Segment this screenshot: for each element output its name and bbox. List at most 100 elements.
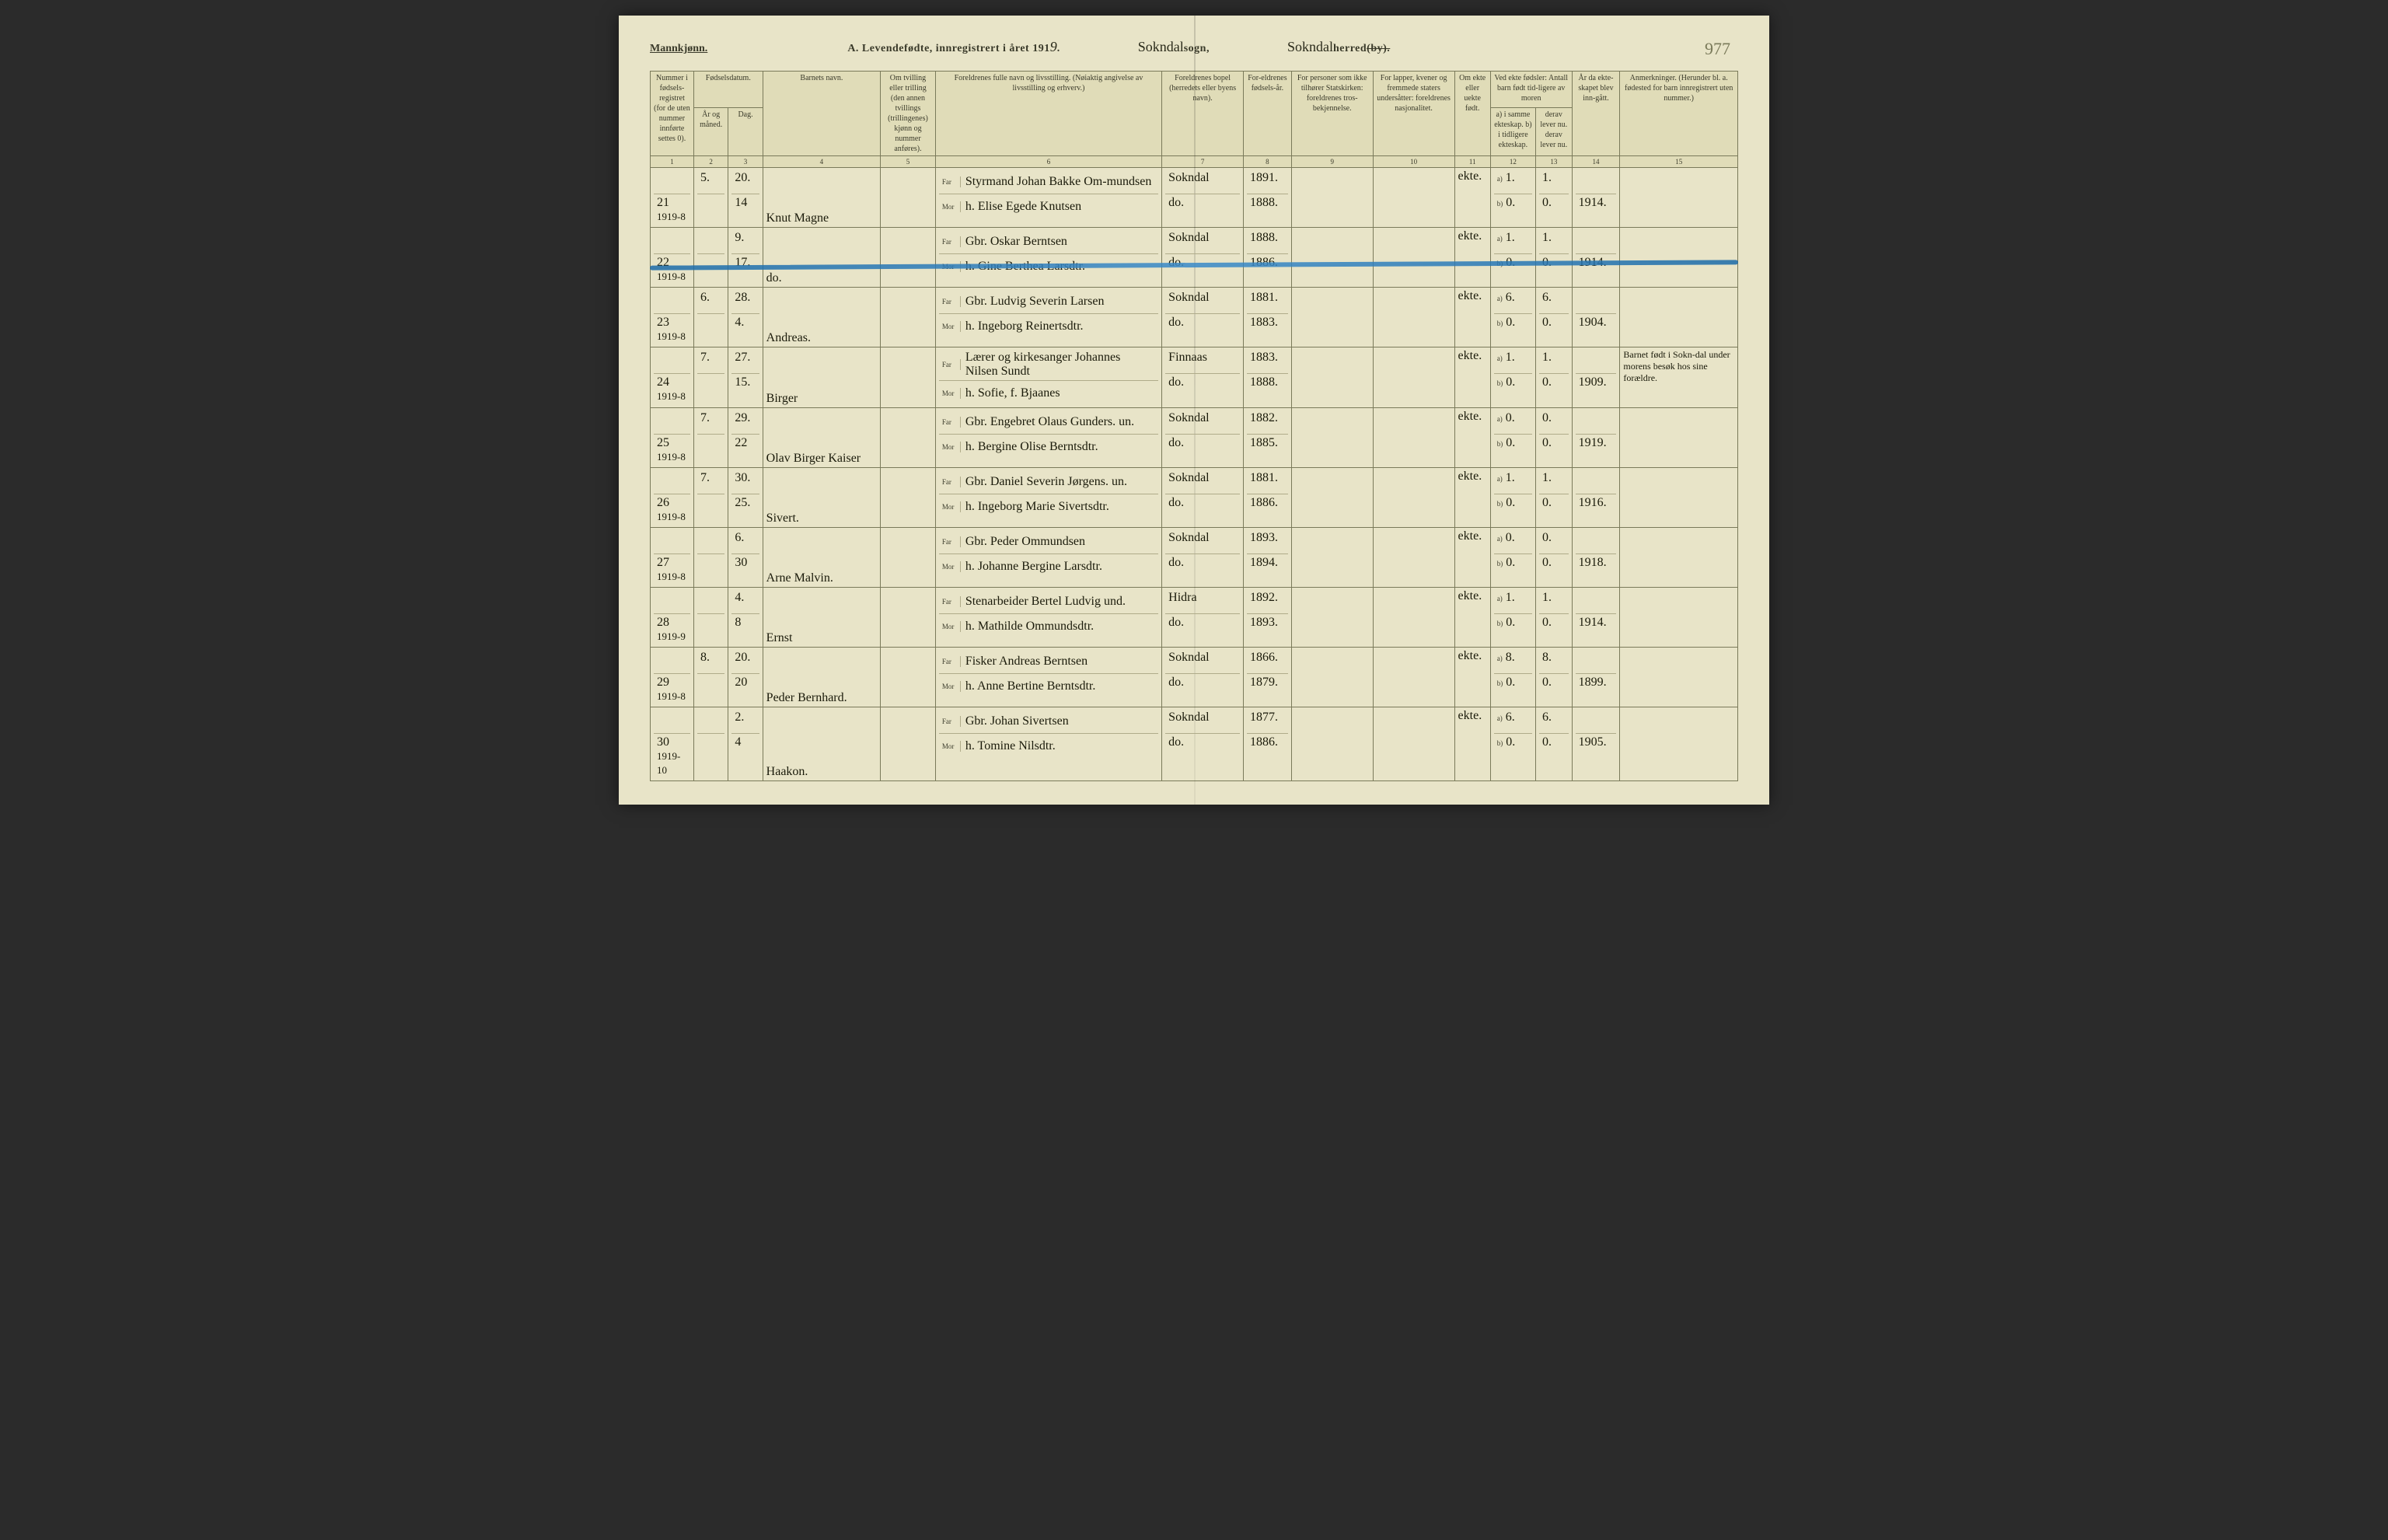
cell-bopel: Sokndal do. bbox=[1162, 528, 1244, 588]
cell-bopel: Sokndal do. bbox=[1162, 648, 1244, 707]
bopel-father: Sokndal bbox=[1165, 649, 1240, 674]
cell-child-name: Haakon. bbox=[763, 707, 880, 781]
cell-marriage-year: 1918. bbox=[1572, 528, 1620, 588]
cell-12: a)6. b)0. bbox=[1490, 288, 1535, 347]
cell-day: 9. 17. bbox=[728, 228, 763, 288]
mother-year: 1885. bbox=[1247, 435, 1288, 459]
herred-strike: (by). bbox=[1367, 43, 1390, 55]
cell-12: a)1. b)0. bbox=[1490, 588, 1535, 648]
row-reg: 1919-8 bbox=[657, 690, 686, 702]
herred-handwritten: Sokndal bbox=[1287, 39, 1333, 55]
cell-day: 20. 20 bbox=[728, 648, 763, 707]
marriage-year: 1914. bbox=[1576, 194, 1617, 219]
cell-ekte: ekte. bbox=[1454, 707, 1490, 781]
cell-day: 27. 15. bbox=[728, 347, 763, 408]
col-12a-header: Ved ekte fødsler: Antall barn født tid-l… bbox=[1490, 72, 1572, 108]
col-10-header: For lapper, kvener og fremmede staters u… bbox=[1373, 72, 1454, 156]
val-12b: 0. bbox=[1506, 436, 1515, 449]
col-14-header: År da ekte-skapet blev inn-gått. bbox=[1572, 72, 1620, 156]
cell-nationality bbox=[1373, 408, 1454, 468]
day-bot: 14 bbox=[731, 194, 759, 219]
father-year: 1866. bbox=[1247, 649, 1288, 674]
col-11-header: Om ekte eller uekte født. bbox=[1454, 72, 1490, 156]
year-mo: 5. bbox=[697, 169, 724, 194]
colnum: 6 bbox=[935, 156, 1161, 168]
far-label: Far bbox=[939, 536, 961, 547]
far-label: Far bbox=[939, 236, 961, 247]
cell-12: a)8. b)0. bbox=[1490, 648, 1535, 707]
bopel-mother: do. bbox=[1165, 614, 1240, 639]
father-year: 1881. bbox=[1247, 470, 1288, 494]
cell-parents: FarFisker Andreas Berntsen Morh. Anne Be… bbox=[935, 648, 1161, 707]
col-15-header: Anmerkninger. (Herunder bl. a. fødested … bbox=[1620, 72, 1738, 156]
mor-label: Mor bbox=[939, 561, 961, 572]
day-top: 30. bbox=[731, 470, 759, 494]
col-4-header: Barnets navn. bbox=[763, 72, 880, 156]
cell-parents: FarGbr. Peder Ommundsen Morh. Johanne Be… bbox=[935, 528, 1161, 588]
far-label: Far bbox=[939, 656, 961, 667]
far-label: Far bbox=[939, 477, 961, 487]
mother-year: 1886. bbox=[1247, 254, 1288, 279]
table-row: 27 1919-8 6. 30 Arne Malvin. FarGbr. Ped… bbox=[651, 528, 1738, 588]
cell-day: 2. 4 bbox=[728, 707, 763, 781]
cell-marriage-year: 1899. bbox=[1572, 648, 1620, 707]
val-12a: 0. bbox=[1506, 531, 1515, 544]
bopel-mother: do. bbox=[1165, 494, 1240, 519]
table-row: 24 1919-8 7. 27. 15. Birger FarLærer og … bbox=[651, 347, 1738, 408]
val-13b: 0. bbox=[1539, 554, 1569, 579]
val-13a: 6. bbox=[1539, 709, 1569, 734]
cell-religion bbox=[1291, 228, 1373, 288]
far-label: Far bbox=[939, 596, 961, 607]
cell-marriage-year: 1914. bbox=[1572, 168, 1620, 228]
cell-ekte: ekte. bbox=[1454, 648, 1490, 707]
day-bot: 22 bbox=[731, 435, 759, 459]
marriage-year: 1909. bbox=[1576, 374, 1617, 399]
mother-year: 1888. bbox=[1247, 194, 1288, 219]
cell-12: a)6. b)0. bbox=[1490, 707, 1535, 781]
cell-12: a)0. b)0. bbox=[1490, 528, 1535, 588]
mother-name: h. Bergine Olise Berntsdtr. bbox=[961, 438, 1158, 456]
val-12a: 0. bbox=[1506, 411, 1515, 424]
father-year: 1893. bbox=[1247, 529, 1288, 554]
col-9-header: For personer som ikke tilhører Statskirk… bbox=[1291, 72, 1373, 156]
father-name: Styrmand Johan Bakke Om-mundsen bbox=[961, 173, 1158, 190]
row-reg: 1919-8 bbox=[657, 451, 686, 463]
page-number: 977 bbox=[1705, 39, 1730, 59]
father-year: 1891. bbox=[1247, 169, 1288, 194]
val-12a: 1. bbox=[1506, 171, 1515, 184]
bopel-father: Sokndal bbox=[1165, 470, 1240, 494]
cell-birthyears: 1893. 1894. bbox=[1244, 528, 1292, 588]
cell-twin bbox=[881, 408, 936, 468]
mor-label: Mor bbox=[939, 621, 961, 632]
val-12b: 0. bbox=[1506, 556, 1515, 569]
day-top: 4. bbox=[731, 589, 759, 614]
cell-ekte: ekte. bbox=[1454, 288, 1490, 347]
cell-birthyears: 1881. 1886. bbox=[1244, 468, 1292, 528]
cell-13: 1. 0. bbox=[1536, 168, 1573, 228]
father-name: Gbr. Ludvig Severin Larsen bbox=[961, 293, 1158, 310]
val-12b: 0. bbox=[1506, 256, 1515, 269]
val-12b: 0. bbox=[1506, 375, 1515, 389]
cell-remarks bbox=[1620, 288, 1738, 347]
cell-13: 1. 0. bbox=[1536, 347, 1573, 408]
year-mo: 6. bbox=[697, 289, 724, 314]
year-mo: 7. bbox=[697, 410, 724, 435]
cell-year-mo: 6. bbox=[693, 288, 728, 347]
cell-child-name: Andreas. bbox=[763, 288, 880, 347]
val-13a: 0. bbox=[1539, 410, 1569, 435]
cell-bopel: Sokndal do. bbox=[1162, 408, 1244, 468]
cell-year-mo: 8. bbox=[693, 648, 728, 707]
cell-religion bbox=[1291, 468, 1373, 528]
far-label: Far bbox=[939, 359, 961, 370]
row-reg: 1919-8 bbox=[657, 271, 686, 282]
day-top: 6. bbox=[731, 529, 759, 554]
herred-label: herred bbox=[1333, 43, 1367, 55]
row-num: 27 bbox=[657, 556, 669, 569]
cell-num: 21 1919-8 bbox=[651, 168, 694, 228]
cell-13: 6. 0. bbox=[1536, 288, 1573, 347]
far-label: Far bbox=[939, 716, 961, 727]
title-prefix: A. Levendefødte, innregistrert i året 19… bbox=[847, 43, 1049, 55]
day-top: 9. bbox=[731, 229, 759, 254]
bopel-father: Sokndal bbox=[1165, 289, 1240, 314]
col-6-header: Foreldrenes fulle navn og livsstilling. … bbox=[935, 72, 1161, 156]
